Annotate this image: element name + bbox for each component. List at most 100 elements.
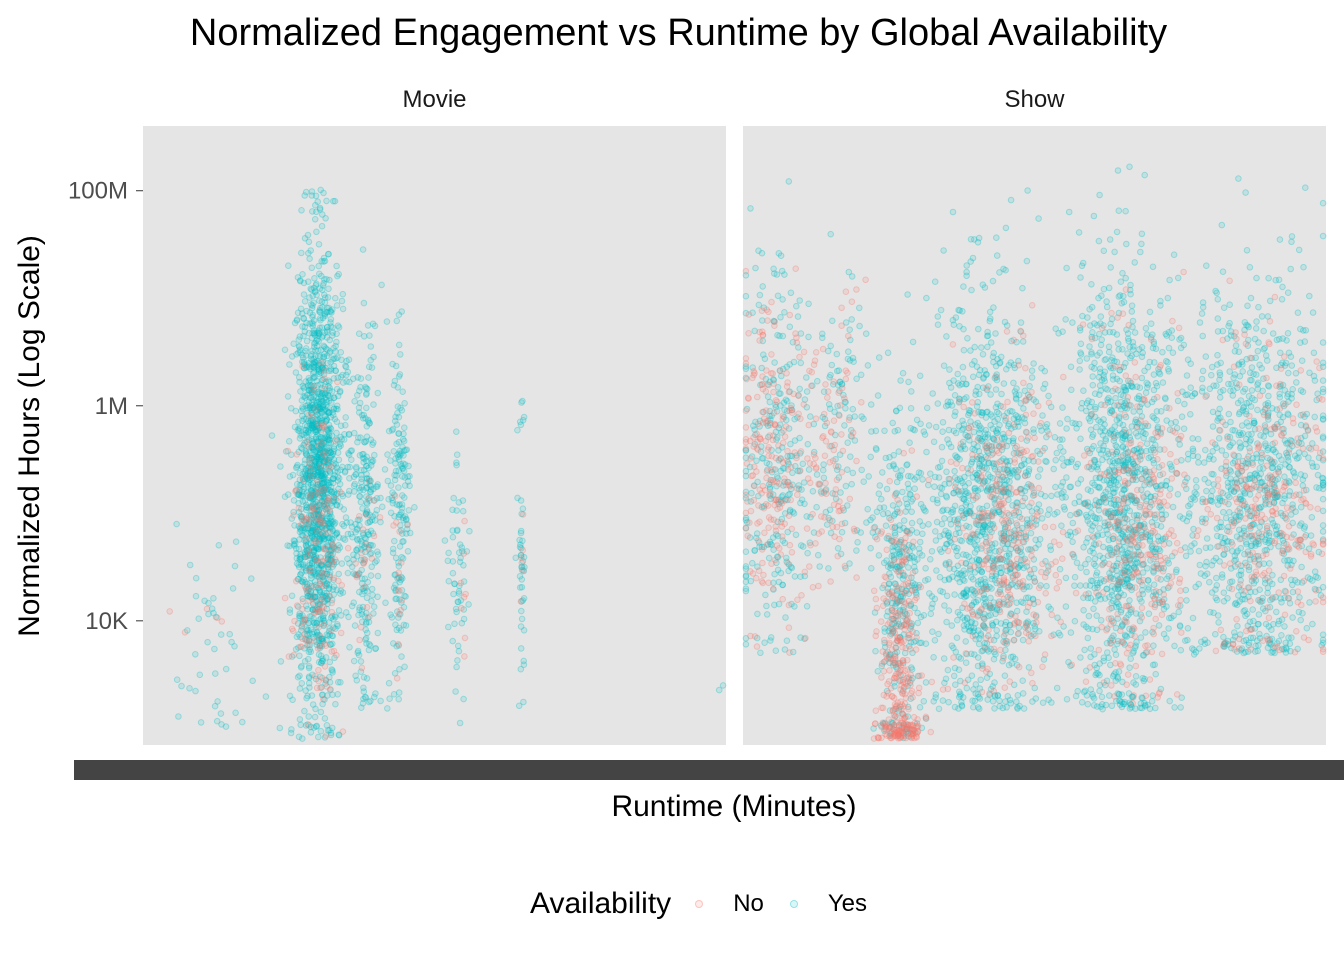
data-point [319, 562, 326, 570]
data-point [922, 565, 929, 572]
data-point [305, 664, 313, 672]
data-point [1020, 405, 1027, 412]
data-point [395, 484, 402, 491]
data-point [1193, 483, 1200, 491]
data-point [364, 322, 372, 329]
data-point [883, 557, 890, 564]
data-point [333, 501, 340, 509]
data-point [323, 631, 331, 638]
data-point [1108, 702, 1116, 710]
data-point [325, 250, 332, 258]
data-point [751, 547, 759, 555]
data-point [329, 640, 336, 648]
data-point [308, 304, 316, 312]
data-point [1162, 395, 1169, 403]
data-point [945, 698, 952, 706]
data-point [759, 283, 767, 290]
data-point [963, 592, 970, 600]
data-point [793, 302, 800, 310]
data-point [1044, 511, 1052, 519]
data-point [308, 506, 315, 514]
data-point [211, 702, 219, 710]
data-point [295, 561, 302, 569]
data-point [996, 697, 1003, 705]
data-point [323, 498, 331, 505]
data-point [317, 708, 325, 716]
data-point [943, 618, 950, 626]
data-point [1109, 376, 1117, 383]
data-point [1169, 503, 1177, 511]
data-point [358, 549, 365, 557]
x-tick-labels-overplotted [74, 760, 1344, 780]
data-point [397, 351, 404, 358]
data-point [326, 593, 333, 600]
data-point [890, 451, 898, 459]
data-point [951, 474, 959, 481]
data-point [991, 418, 998, 425]
data-point [300, 524, 308, 532]
data-point [299, 579, 307, 586]
data-point [325, 619, 333, 626]
data-point [305, 436, 313, 444]
data-point [411, 504, 418, 511]
data-point [452, 688, 459, 695]
data-point [323, 416, 331, 424]
data-point [309, 491, 317, 499]
data-point [1013, 599, 1021, 607]
data-point [337, 442, 345, 450]
data-point [1128, 302, 1136, 310]
data-point [1091, 359, 1098, 367]
data-point [324, 600, 331, 608]
data-point [316, 642, 324, 650]
data-point [317, 480, 324, 487]
data-point [756, 291, 764, 299]
data-point [979, 351, 987, 358]
data-point [1032, 625, 1039, 633]
data-point [945, 607, 953, 614]
data-point [1168, 327, 1176, 334]
data-point [317, 472, 324, 480]
data-point [773, 271, 781, 278]
data-point [1009, 408, 1016, 415]
data-point [301, 328, 309, 335]
data-point [1119, 443, 1127, 450]
data-point [301, 707, 308, 715]
data-point [285, 262, 292, 270]
data-point [979, 281, 987, 289]
data-point [948, 622, 956, 629]
data-point [990, 349, 998, 357]
data-point [186, 685, 193, 692]
data-point [311, 500, 319, 507]
data-point [931, 483, 938, 491]
data-point [1043, 421, 1051, 428]
data-point [360, 556, 368, 563]
data-point [804, 440, 812, 448]
data-point [322, 526, 329, 533]
data-point [983, 408, 991, 416]
data-point [312, 672, 319, 680]
data-point [326, 486, 334, 494]
data-point [299, 271, 306, 278]
data-point [324, 563, 332, 571]
data-point [938, 443, 946, 451]
data-point [778, 372, 785, 380]
data-point [905, 378, 912, 386]
data-point [317, 304, 324, 312]
data-point [330, 488, 338, 496]
data-point [946, 379, 953, 387]
data-point [320, 566, 328, 573]
data-point [332, 495, 340, 503]
data-point [336, 388, 344, 396]
data-point [327, 394, 334, 402]
data-point [329, 724, 336, 732]
data-point [330, 574, 338, 582]
data-point [327, 413, 335, 421]
data-point [323, 415, 331, 423]
data-point [899, 488, 906, 496]
data-point [301, 421, 309, 429]
data-point [968, 557, 976, 564]
data-point [321, 497, 329, 505]
data-point [325, 367, 333, 375]
data-point [1007, 653, 1015, 661]
data-point [295, 575, 302, 583]
